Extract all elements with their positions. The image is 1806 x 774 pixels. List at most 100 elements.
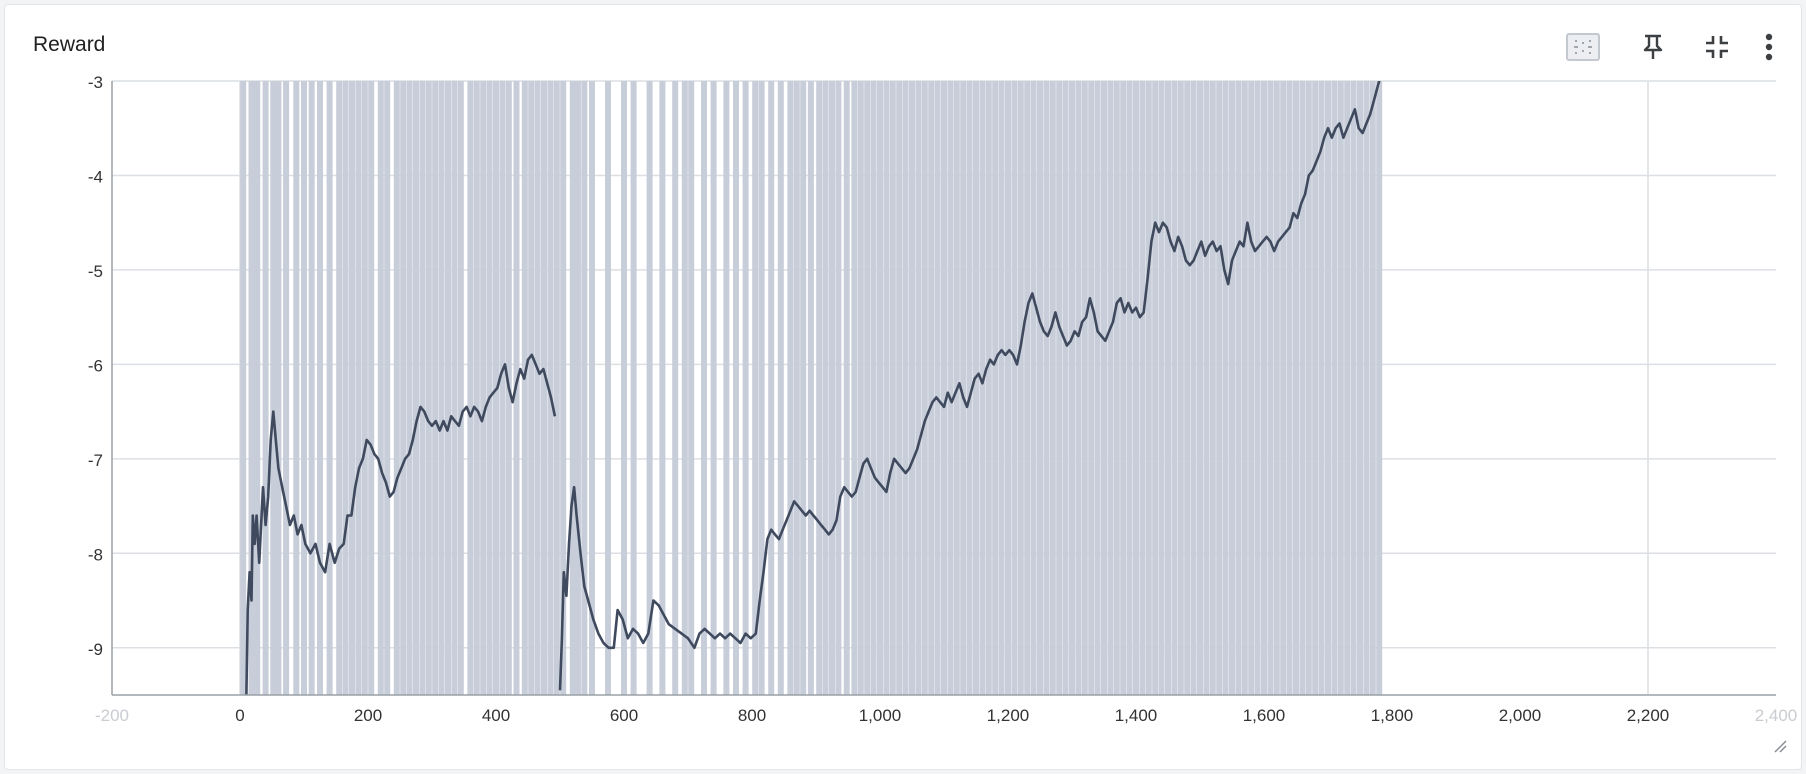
raw-value-bar	[1037, 81, 1043, 695]
raw-value-bar	[560, 81, 567, 695]
raw-value-bar	[1081, 81, 1088, 695]
raw-value-bar	[998, 81, 1005, 695]
raw-value-bar	[262, 81, 269, 695]
raw-value-bar	[1344, 81, 1351, 695]
raw-value-bar	[451, 81, 458, 695]
raw-value-bar	[1267, 81, 1274, 695]
y-tick-label: -5	[88, 262, 103, 281]
raw-value-bar	[248, 81, 255, 695]
raw-value-bar	[851, 81, 858, 695]
raw-value-bar	[1075, 81, 1082, 695]
raw-value-bar	[400, 81, 407, 695]
raw-value-bar	[1133, 81, 1139, 695]
raw-value-bar	[1261, 81, 1267, 695]
raw-value-bar	[384, 81, 391, 695]
raw-value-bar	[630, 81, 637, 695]
raw-value-bar	[621, 81, 627, 695]
raw-value-bar	[1197, 81, 1203, 695]
fit-domain-button[interactable]	[1563, 27, 1603, 67]
raw-value-bar	[270, 81, 277, 695]
raw-value-bar	[1363, 81, 1370, 695]
raw-value-bar	[355, 81, 362, 695]
raw-value-bar	[896, 81, 903, 695]
raw-value-bar	[438, 81, 445, 695]
raw-value-bar	[793, 81, 800, 695]
raw-value-bar	[1350, 81, 1357, 695]
raw-value-bar	[1203, 81, 1210, 695]
fit-domain-icon	[1566, 33, 1600, 61]
raw-value-bar	[301, 81, 307, 695]
more-options-button[interactable]	[1749, 27, 1789, 67]
raw-value-bar	[1049, 81, 1056, 695]
raw-value-bar	[534, 81, 541, 695]
raw-value-bar	[1318, 81, 1325, 695]
raw-value-bar	[1030, 81, 1037, 695]
x-tick-label: 1,200	[987, 706, 1030, 725]
raw-value-bar	[777, 81, 784, 695]
raw-value-bar	[308, 81, 315, 695]
raw-value-bar	[807, 81, 814, 695]
raw-value-bar	[857, 81, 864, 695]
raw-value-bar	[1152, 81, 1159, 695]
raw-value-bar	[1209, 81, 1216, 695]
raw-value-bar	[1113, 81, 1120, 695]
raw-value-bar	[1235, 81, 1242, 695]
raw-value-bar	[1011, 81, 1018, 695]
raw-value-bar	[283, 81, 290, 695]
raw-value-bar	[574, 81, 581, 695]
x-tick-label: 200	[354, 706, 382, 725]
raw-value-bar	[342, 81, 349, 695]
raw-value-bar	[672, 81, 679, 695]
raw-value-bar	[934, 81, 941, 695]
raw-value-bar	[973, 81, 979, 695]
x-tick-label: 0	[235, 706, 244, 725]
raw-value-bar	[1017, 81, 1024, 695]
y-tick-label: -3	[88, 73, 103, 92]
raw-value-bar	[541, 81, 547, 695]
y-tick-label: -7	[88, 451, 103, 470]
raw-value-bar	[419, 81, 426, 695]
raw-value-bar	[1056, 81, 1063, 695]
raw-value-bar	[1222, 81, 1229, 695]
raw-value-bar	[275, 81, 282, 695]
y-tick-label: -4	[88, 167, 103, 186]
raw-value-bar	[499, 81, 506, 695]
raw-value-bar	[1088, 81, 1095, 695]
tick-labels: -9 -8 -7 -6 -5 -4 -3 -200 0 200 400 600 800 1,000 1,20…	[88, 73, 1797, 725]
raw-value-bar	[864, 81, 871, 695]
x-tick-label: 2,400	[1755, 706, 1798, 725]
raw-value-bar	[1101, 81, 1107, 695]
raw-value-bar	[1369, 81, 1376, 695]
raw-value-bar	[768, 81, 775, 695]
x-tick-label: 800	[738, 706, 766, 725]
raw-value-bar	[605, 81, 611, 695]
raw-value-bar	[1158, 81, 1165, 695]
raw-value-bar	[710, 81, 717, 695]
raw-value-bar	[528, 81, 535, 695]
y-tick-label: -8	[88, 545, 103, 564]
raw-value-bar	[659, 81, 666, 695]
raw-value-bar	[1165, 81, 1171, 695]
pin-button[interactable]	[1633, 27, 1673, 67]
x-tick-label: 2,000	[1499, 706, 1542, 725]
smoothed-line-segment	[245, 353, 557, 695]
resize-handle[interactable]	[1773, 739, 1787, 753]
raw-value-bar	[909, 81, 915, 695]
raw-value-bar	[688, 81, 695, 695]
raw-value-bar	[293, 81, 300, 695]
more-vert-icon	[1765, 33, 1773, 61]
raw-value-bar	[681, 81, 688, 695]
x-tick-label: 600	[610, 706, 638, 725]
collapse-button[interactable]	[1697, 27, 1737, 67]
raw-value-bar	[1331, 81, 1338, 695]
raw-value-bar	[473, 81, 480, 695]
raw-value-bar	[835, 81, 842, 695]
raw-value-bar	[1293, 81, 1299, 695]
raw-value-bar	[336, 81, 343, 695]
raw-value-bar	[1171, 81, 1178, 695]
raw-value-bar	[928, 81, 935, 695]
raw-series	[240, 81, 1383, 695]
raw-value-bar	[393, 81, 400, 695]
raw-value-bar	[377, 81, 384, 695]
raw-value-bar	[1069, 81, 1075, 695]
